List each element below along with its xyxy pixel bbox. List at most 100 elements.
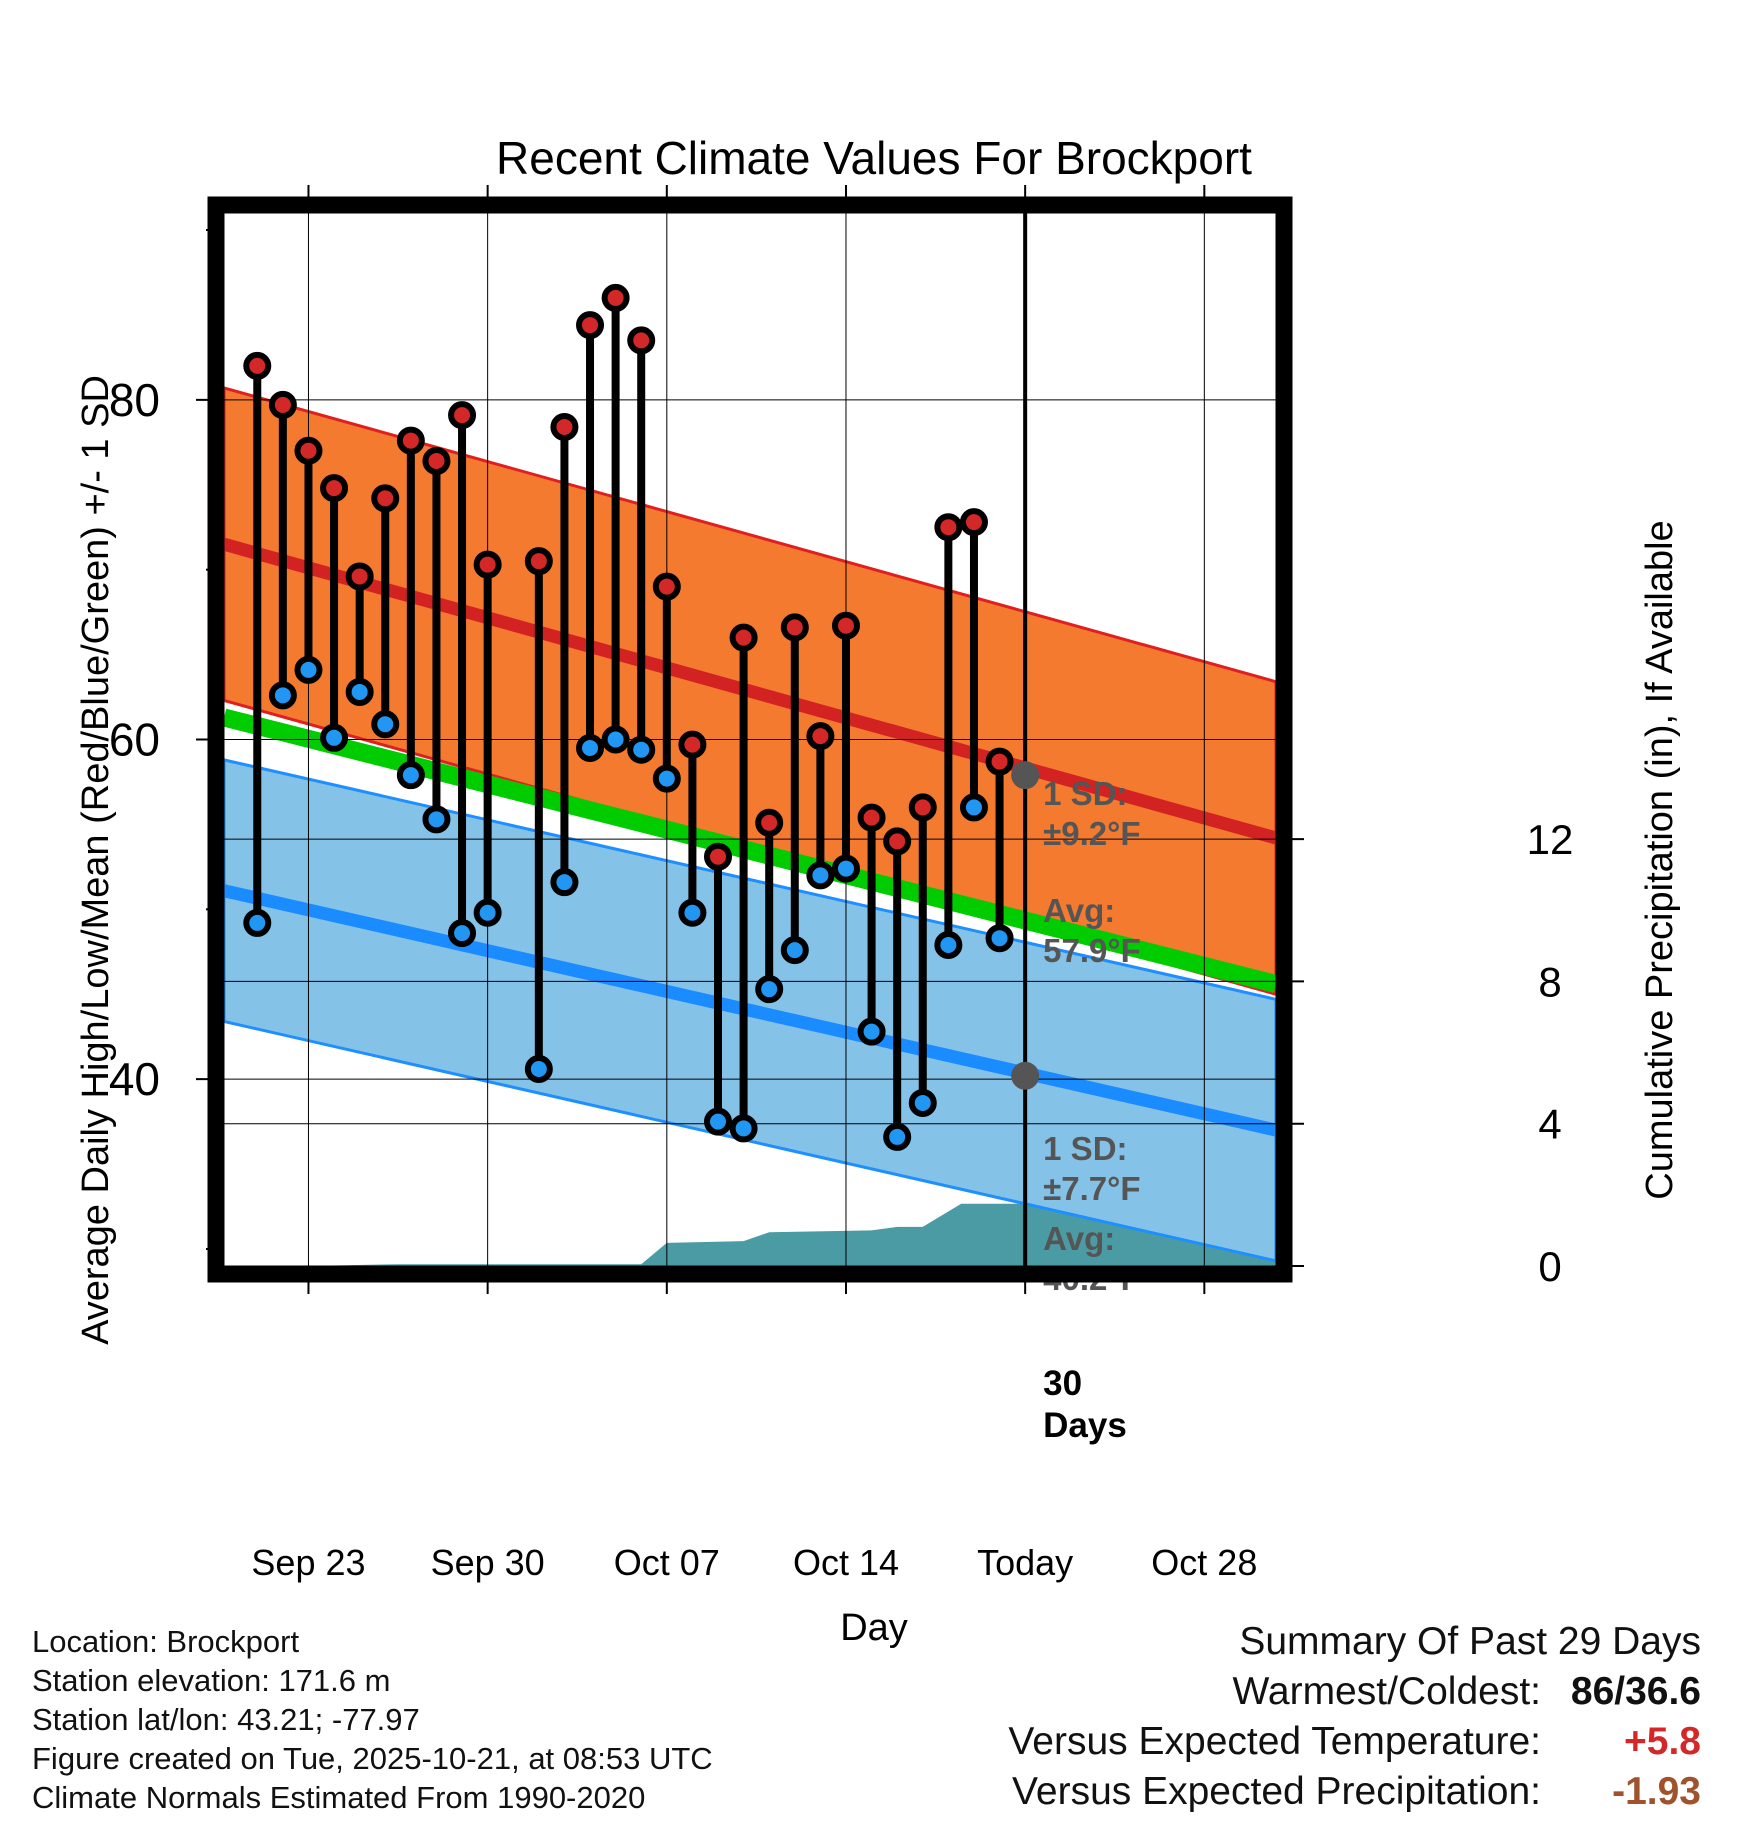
obs-high-point	[908, 793, 937, 822]
summary-temp-row: Versus Expected Temperature: +5.8	[1008, 1720, 1701, 1770]
today-high-avg-marker	[1011, 761, 1040, 790]
obs-high-point	[806, 722, 835, 751]
temp-departure-label: Versus Expected Temperature:	[1008, 1720, 1541, 1763]
obs-high-point	[959, 508, 988, 537]
elevation-text: Station elevation: 171.6 m	[32, 1663, 391, 1698]
obs-low-point	[550, 868, 579, 897]
created-text: Figure created on Tue, 2025-10-21, at 08…	[32, 1741, 713, 1776]
x-tick-label: Oct 14	[793, 1542, 899, 1583]
obs-low-point	[294, 655, 323, 684]
precip-departure-label: Versus Expected Precipitation:	[1012, 1770, 1541, 1813]
low-sd-value: ±7.7°F	[1043, 1170, 1140, 1207]
obs-high-point	[268, 390, 297, 419]
obs-low-point	[883, 1122, 912, 1151]
obs-high-point	[524, 547, 553, 576]
x-tick-label: Oct 07	[614, 1542, 720, 1583]
obs-high-point	[627, 326, 656, 355]
obs-low-point	[678, 898, 707, 927]
obs-high-point	[422, 446, 451, 475]
obs-high-point	[396, 426, 425, 455]
obs-low-point	[396, 761, 425, 790]
y2-tick-label: 4	[1538, 1101, 1561, 1148]
high-normal-line	[224, 537, 1276, 845]
high-avg-value: 57.9°F	[1043, 932, 1141, 969]
low-avg-label: Avg:	[1043, 1220, 1115, 1257]
obs-low-point	[729, 1114, 758, 1143]
y2-axis-label: Cumulative Precipitation (in), If Availa…	[1639, 520, 1681, 1199]
obs-low-point	[243, 908, 272, 937]
latlon-text: Station lat/lon: 43.21; -77.97	[32, 1702, 420, 1737]
warm-cold-value: 86/36.6	[1570, 1670, 1701, 1713]
obs-low-point	[908, 1088, 937, 1117]
obs-low-point	[652, 764, 681, 793]
obs-low-point	[345, 677, 374, 706]
obs-low-point	[448, 919, 477, 948]
obs-high-point	[448, 401, 477, 430]
x-axis-label: Day	[840, 1607, 908, 1649]
plot-interior	[224, 213, 1276, 1266]
precip-area	[224, 1203, 1276, 1266]
obs-high-point	[704, 842, 733, 871]
y-tick-label: 80	[109, 374, 160, 426]
obs-low-point	[704, 1107, 733, 1136]
obs-high-point	[934, 513, 963, 542]
summary-panel: Summary Of Past 29 Days Warmest/Coldest:…	[1008, 1620, 1701, 1820]
obs-high-point	[652, 572, 681, 601]
x-tick-label: Sep 30	[431, 1542, 545, 1583]
obs-low-point	[934, 931, 963, 960]
obs-low-point	[627, 735, 656, 764]
location-text: Location: Brockport	[32, 1624, 300, 1659]
obs-high-point	[550, 412, 579, 441]
obs-high-point	[678, 730, 707, 759]
obs-high-point	[985, 747, 1014, 776]
obs-low-point	[473, 898, 502, 927]
days-label-number: 30	[1043, 1364, 1082, 1403]
high-avg-label: Avg:	[1043, 892, 1115, 929]
high-sd-label: 1 SD:	[1043, 775, 1127, 812]
y2-tick-label: 12	[1527, 816, 1574, 863]
obs-high-point	[601, 283, 630, 312]
high-sd-value: ±9.2°F	[1043, 815, 1140, 852]
obs-high-point	[755, 808, 784, 837]
obs-low-point	[576, 733, 605, 762]
obs-low-point	[268, 681, 297, 710]
summary-precip-row: Versus Expected Precipitation: -1.93	[1008, 1770, 1701, 1820]
low-sd-label: 1 SD:	[1043, 1130, 1127, 1167]
y-axis-label: Average Daily High/Low/Mean (Red/Blue/Gr…	[75, 375, 117, 1345]
low-normal-line	[224, 884, 1276, 1137]
obs-high-point	[345, 562, 374, 591]
temp-departure-value: +5.8	[1624, 1720, 1701, 1763]
normals-text: Climate Normals Estimated From 1990-2020	[32, 1780, 646, 1815]
station-info: Location: Brockport Station elevation: 1…	[32, 1622, 713, 1817]
precip-departure-value: -1.93	[1612, 1770, 1701, 1813]
obs-low-point	[806, 861, 835, 890]
x-tick-label: Sep 23	[251, 1542, 365, 1583]
obs-low-point	[320, 723, 349, 752]
obs-low-point	[831, 854, 860, 883]
obs-low-point	[371, 710, 400, 739]
obs-low-point	[601, 725, 630, 754]
days-label-unit: Days	[1043, 1406, 1127, 1445]
x-tick-label: Oct 28	[1151, 1542, 1257, 1583]
summary-warm-cold-row: Warmest/Coldest: 86/36.6	[1008, 1670, 1701, 1720]
obs-high-point	[320, 474, 349, 503]
obs-low-point	[755, 975, 784, 1004]
obs-low-point	[959, 793, 988, 822]
warm-cold-label: Warmest/Coldest:	[1232, 1670, 1541, 1713]
plot-frame	[207, 196, 1293, 1283]
obs-high-point	[576, 311, 605, 340]
obs-low-point	[985, 924, 1014, 953]
y-tick-label: 40	[109, 1053, 160, 1105]
today-low-avg-marker	[1011, 1061, 1040, 1090]
obs-low-point	[524, 1054, 553, 1083]
obs-high-point	[883, 827, 912, 856]
y-tick-label: 60	[109, 714, 160, 766]
obs-high-point	[243, 351, 272, 380]
obs-low-point	[422, 805, 451, 834]
obs-high-point	[294, 436, 323, 465]
y2-tick-label: 0	[1538, 1243, 1561, 1290]
obs-high-point	[780, 613, 809, 642]
obs-high-point	[371, 484, 400, 513]
